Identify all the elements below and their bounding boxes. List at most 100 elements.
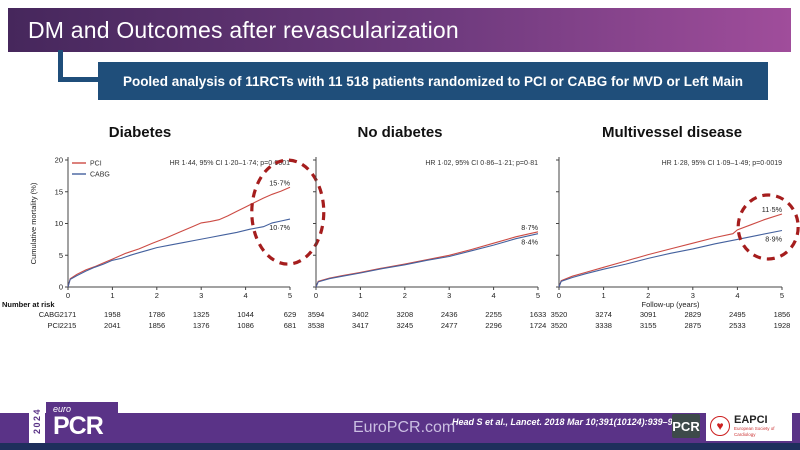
svg-text:681: 681 bbox=[284, 321, 297, 330]
svg-text:Follow-up (years): Follow-up (years) bbox=[642, 300, 700, 309]
svg-text:HR 1·02, 95% CI 0·86–1·21; p=0: HR 1·02, 95% CI 0·86–1·21; p=0·81 bbox=[425, 160, 538, 167]
svg-text:3338: 3338 bbox=[595, 321, 612, 330]
svg-text:0: 0 bbox=[59, 283, 63, 292]
citation-text: Head S et al., Lancet. 2018 Mar 10;391(1… bbox=[452, 417, 686, 427]
svg-text:2533: 2533 bbox=[729, 321, 746, 330]
svg-text:8·4%: 8·4% bbox=[521, 238, 538, 247]
svg-text:15: 15 bbox=[55, 187, 63, 196]
svg-text:2041: 2041 bbox=[104, 321, 121, 330]
svg-text:4: 4 bbox=[492, 291, 496, 300]
europcr-site-link[interactable]: EuroPCR.com bbox=[353, 419, 456, 436]
svg-text:3: 3 bbox=[199, 291, 203, 300]
svg-text:10: 10 bbox=[55, 219, 63, 228]
logo-euro-text: euro bbox=[53, 404, 72, 414]
svg-text:5: 5 bbox=[536, 291, 540, 300]
svg-text:3274: 3274 bbox=[595, 310, 612, 319]
svg-text:3155: 3155 bbox=[640, 321, 657, 330]
slide-title-banner: DM and Outcomes after revascularization bbox=[8, 8, 791, 52]
svg-text:PCI: PCI bbox=[90, 161, 102, 168]
europcr-logo: euro PCR bbox=[46, 402, 118, 443]
svg-text:3402: 3402 bbox=[352, 310, 369, 319]
svg-text:2255: 2255 bbox=[485, 310, 502, 319]
svg-text:2829: 2829 bbox=[684, 310, 701, 319]
svg-text:HR 1·44, 95% CI 1·20–1·74; p=0: HR 1·44, 95% CI 1·20–1·74; p=0·0001 bbox=[170, 160, 291, 167]
svg-text:3: 3 bbox=[447, 291, 451, 300]
svg-text:3245: 3245 bbox=[396, 321, 413, 330]
subtitle-banner: Pooled analysis of 11RCTs with 11 518 pa… bbox=[98, 62, 768, 100]
svg-text:2495: 2495 bbox=[729, 310, 746, 319]
svg-text:11·5%: 11·5% bbox=[762, 205, 783, 214]
footer-bar bbox=[0, 413, 800, 443]
svg-text:5: 5 bbox=[288, 291, 292, 300]
logo-pcr-text: PCR bbox=[53, 412, 104, 440]
svg-text:Cumulative mortality (%): Cumulative mortality (%) bbox=[29, 182, 38, 264]
svg-text:3417: 3417 bbox=[352, 321, 369, 330]
svg-text:0: 0 bbox=[557, 291, 561, 300]
svg-text:1724: 1724 bbox=[530, 321, 547, 330]
svg-text:2171: 2171 bbox=[60, 310, 77, 319]
svg-text:3091: 3091 bbox=[640, 310, 657, 319]
svg-text:2: 2 bbox=[646, 291, 650, 300]
svg-text:2: 2 bbox=[155, 291, 159, 300]
heart-icon: ♥ bbox=[710, 416, 730, 436]
svg-text:HR 1·28, 95% CI 1·09–1·49; p=0: HR 1·28, 95% CI 1·09–1·49; p=0·0019 bbox=[662, 160, 783, 167]
svg-text:1: 1 bbox=[602, 291, 606, 300]
svg-text:3538: 3538 bbox=[308, 321, 325, 330]
svg-text:2215: 2215 bbox=[60, 321, 77, 330]
svg-text:15·7%: 15·7% bbox=[269, 178, 290, 187]
eapci-text: EAPCI European Society of Cardiology bbox=[734, 413, 788, 438]
logo-year-column: 2024 bbox=[29, 399, 45, 443]
logo-year-text: 2024 bbox=[32, 407, 42, 435]
connector-line-vertical bbox=[58, 50, 63, 82]
eapci-name: EAPCI bbox=[734, 413, 768, 426]
eapci-subtitle: European Society of Cardiology bbox=[734, 425, 775, 437]
svg-text:20: 20 bbox=[55, 156, 63, 165]
svg-text:2296: 2296 bbox=[485, 321, 502, 330]
svg-text:3520: 3520 bbox=[551, 310, 568, 319]
svg-text:1633: 1633 bbox=[530, 310, 547, 319]
km-chart-diabetes: 0 1 2 3 4 5 0 5 10 15 20 Cumulative mortality (%) HR… bbox=[2, 156, 326, 330]
svg-text:1856: 1856 bbox=[774, 310, 791, 319]
chart-title-diabetes: Diabetes bbox=[108, 124, 172, 141]
chart-title-no-diabetes: No diabetes bbox=[357, 124, 443, 141]
svg-text:1376: 1376 bbox=[193, 321, 210, 330]
svg-text:2477: 2477 bbox=[441, 321, 458, 330]
svg-text:1044: 1044 bbox=[237, 310, 254, 319]
pcr-badge: PCR bbox=[672, 414, 700, 438]
subtitle-text: Pooled analysis of 11RCTs with 11 518 pa… bbox=[122, 73, 744, 89]
svg-text:1786: 1786 bbox=[148, 310, 165, 319]
svg-text:2436: 2436 bbox=[441, 310, 458, 319]
svg-text:1928: 1928 bbox=[774, 321, 791, 330]
connector-line-horizontal bbox=[58, 77, 104, 82]
svg-text:3: 3 bbox=[691, 291, 695, 300]
svg-text:1325: 1325 bbox=[193, 310, 210, 319]
svg-text:2875: 2875 bbox=[684, 321, 701, 330]
svg-text:1086: 1086 bbox=[237, 321, 254, 330]
svg-text:3520: 3520 bbox=[551, 321, 568, 330]
eapci-logo: ♥ EAPCI European Society of Cardiology bbox=[706, 411, 792, 441]
svg-text:1856: 1856 bbox=[148, 321, 165, 330]
svg-text:5: 5 bbox=[780, 291, 784, 300]
svg-text:1: 1 bbox=[358, 291, 362, 300]
svg-text:CABG: CABG bbox=[90, 172, 110, 179]
svg-text:PCI: PCI bbox=[47, 321, 60, 330]
svg-text:1: 1 bbox=[110, 291, 114, 300]
svg-text:629: 629 bbox=[284, 310, 297, 319]
svg-text:0: 0 bbox=[66, 291, 70, 300]
svg-text:4: 4 bbox=[735, 291, 739, 300]
km-chart-multivessel: 0 1 2 3 4 5 Follow-up (years) HR 1·28, 95% CI 1… bbox=[551, 157, 800, 330]
chart-title-multivessel: Multivessel disease bbox=[601, 124, 743, 141]
svg-text:0: 0 bbox=[314, 291, 318, 300]
svg-text:8·7%: 8·7% bbox=[521, 223, 538, 232]
km-chart-no-diabetes: 0 1 2 3 4 5 HR 1·02, 95% CI 0·86–1·21; p=0·81 8… bbox=[308, 157, 547, 330]
svg-text:3594: 3594 bbox=[308, 310, 325, 319]
svg-text:1958: 1958 bbox=[104, 310, 121, 319]
svg-text:Number at risk: Number at risk bbox=[2, 300, 55, 309]
svg-text:8·9%: 8·9% bbox=[765, 234, 782, 243]
footer-bottom-strip bbox=[0, 443, 800, 450]
svg-text:5: 5 bbox=[59, 251, 63, 260]
svg-text:3208: 3208 bbox=[396, 310, 413, 319]
svg-text:CABG: CABG bbox=[39, 310, 60, 319]
slide-title: DM and Outcomes after revascularization bbox=[28, 16, 459, 43]
